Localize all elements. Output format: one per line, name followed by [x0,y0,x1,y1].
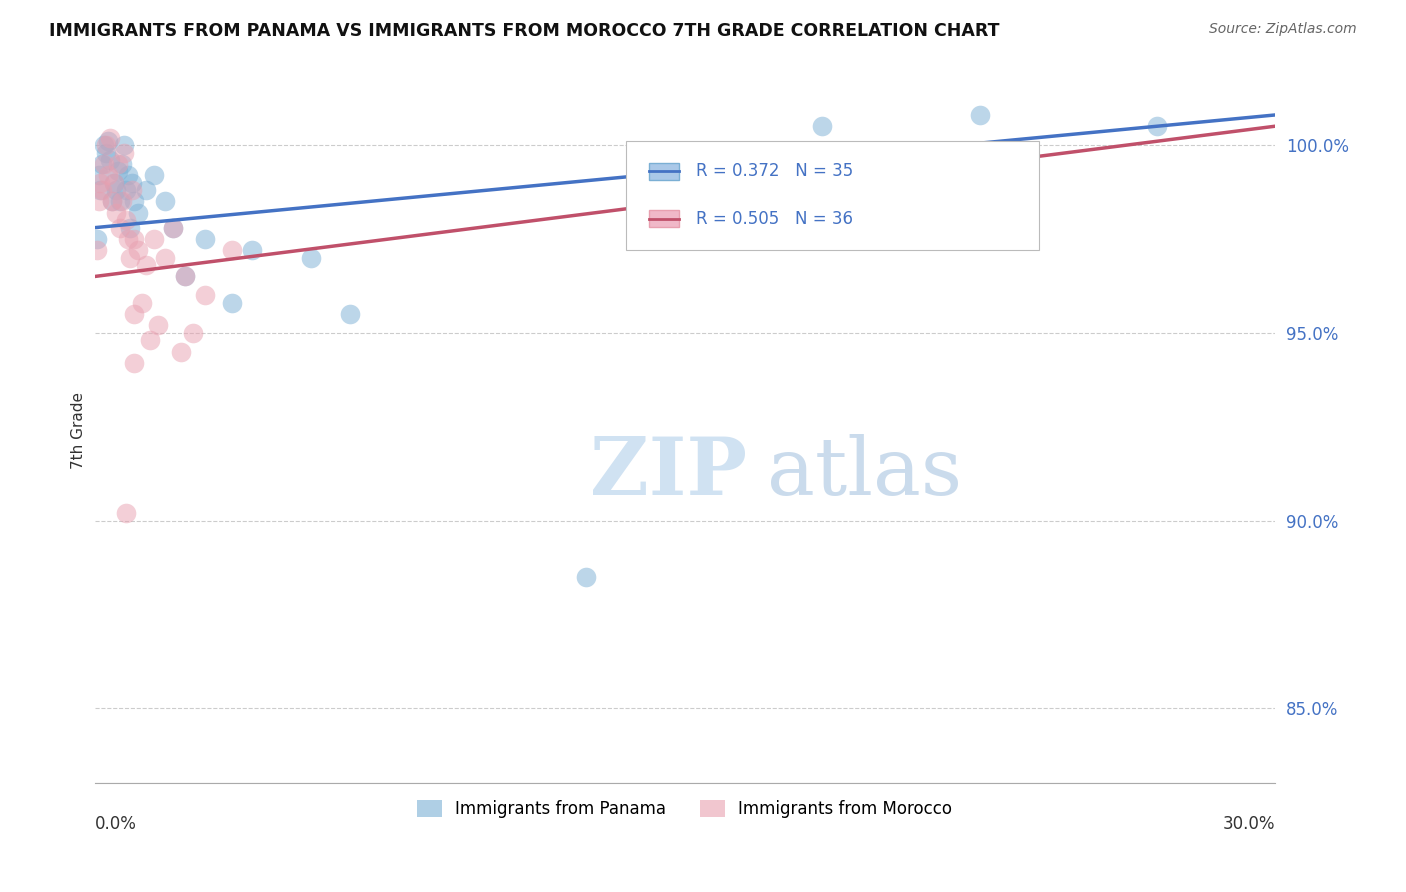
Text: IMMIGRANTS FROM PANAMA VS IMMIGRANTS FROM MOROCCO 7TH GRADE CORRELATION CHART: IMMIGRANTS FROM PANAMA VS IMMIGRANTS FRO… [49,22,1000,40]
Point [86,243,108,257]
Point [112,138,135,153]
Point [299,251,322,265]
Point [118,220,141,235]
Point [107,164,129,178]
Point [162,220,184,235]
Text: atlas: atlas [768,434,962,512]
Point [103,176,125,190]
Point [181,326,204,340]
Point [194,232,217,246]
Text: R = 0.372   N = 35: R = 0.372 N = 35 [696,162,853,180]
Point [108,194,131,209]
Point [89,183,111,197]
Point [98,153,121,167]
Point [118,251,141,265]
Point [91,183,114,197]
Text: Source: ZipAtlas.com: Source: ZipAtlas.com [1209,22,1357,37]
Point [194,288,217,302]
Point [1146,120,1168,134]
Point [155,251,177,265]
Point [108,220,131,235]
Point [811,120,834,134]
Point [146,318,169,333]
Point [101,194,124,209]
Point [155,194,177,209]
Point [170,344,193,359]
Point [121,183,143,197]
Point [98,130,121,145]
Point [122,356,145,370]
Point [107,157,129,171]
Point [142,168,165,182]
Point [101,194,124,209]
Point [122,307,145,321]
Text: 0.0%: 0.0% [94,815,136,833]
Point [969,108,991,122]
Point [86,232,108,246]
Legend: Immigrants from Panama, Immigrants from Morocco: Immigrants from Panama, Immigrants from … [411,793,959,824]
Point [122,194,145,209]
Point [575,570,598,584]
Point [89,176,111,190]
Point [117,168,139,182]
Point [87,194,110,209]
Y-axis label: 7th Grade: 7th Grade [72,392,86,469]
Point [112,145,135,160]
Point [115,506,138,520]
Point [96,138,118,153]
Point [115,213,138,227]
Point [103,176,125,190]
Point [121,176,143,190]
Point [131,295,153,310]
Text: 30.0%: 30.0% [1222,815,1275,833]
Point [91,157,114,171]
Point [174,269,197,284]
Text: ZIP: ZIP [591,434,747,512]
Point [105,205,128,219]
Point [135,183,157,197]
Point [162,220,184,235]
Point [111,194,134,209]
Point [117,232,139,246]
Point [122,232,145,246]
Point [174,269,197,284]
Point [87,168,110,182]
Point [97,168,120,182]
Point [127,205,149,219]
Text: R = 0.505   N = 36: R = 0.505 N = 36 [696,210,853,227]
Point [96,145,118,160]
FancyBboxPatch shape [650,162,679,180]
FancyBboxPatch shape [650,210,679,227]
Point [221,295,243,310]
Point [111,157,134,171]
Point [221,243,243,257]
Point [115,183,138,197]
Point [105,183,128,197]
Point [135,258,157,272]
Point [240,243,263,257]
Point [93,138,115,153]
Point [339,307,361,321]
Point [97,134,120,148]
Point [142,232,165,246]
Point [138,334,160,348]
Point [93,157,115,171]
FancyBboxPatch shape [626,141,1039,251]
Point [127,243,149,257]
